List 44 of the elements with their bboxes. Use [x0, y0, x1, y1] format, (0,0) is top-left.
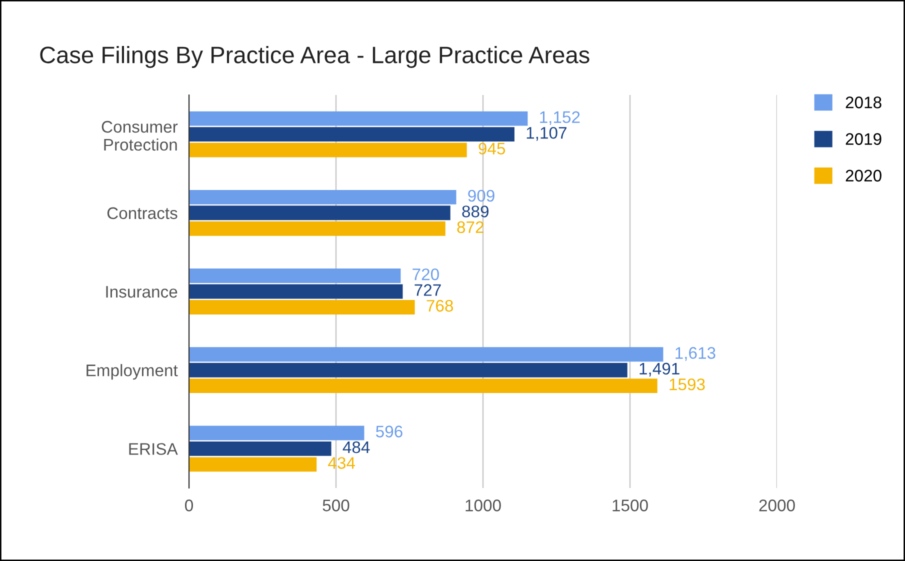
data-label: 727 [414, 284, 441, 296]
data-label: 484 [342, 441, 370, 454]
bar [189, 284, 403, 299]
legend-label: 2018 [846, 96, 882, 108]
y-tick-label: Insurance [106, 286, 178, 298]
bar [189, 206, 450, 220]
data-label: 1,613 [676, 347, 716, 361]
data-label: 945 [478, 142, 506, 154]
bar [189, 190, 456, 204]
data-label: 1,491 [640, 362, 680, 377]
data-label: 596 [376, 426, 402, 438]
data-label: 768 [426, 300, 453, 312]
data-label: 1,107 [526, 126, 566, 141]
bar [189, 347, 664, 362]
bar [189, 378, 658, 394]
bar [189, 268, 401, 284]
bar [189, 111, 528, 126]
data-label: 872 [457, 221, 484, 234]
legend-label: 2020 [846, 170, 882, 182]
y-tick-label: ERISA [129, 443, 178, 455]
bar [189, 457, 317, 472]
bar [189, 362, 628, 378]
chart-title: Case Filings By Practice Area - Large Practice Areas [40, 46, 590, 68]
data-label: 909 [468, 190, 494, 202]
bar [189, 127, 514, 142]
data-label: 1,152 [540, 111, 580, 126]
x-tick-label: 2000 [759, 500, 795, 512]
data-label: 889 [462, 206, 488, 218]
bar [189, 441, 332, 456]
bar [189, 426, 364, 440]
bar [189, 300, 415, 314]
bar [189, 142, 467, 158]
x-tick-label: 500 [322, 500, 350, 512]
data-label: 1593 [670, 378, 705, 390]
legend-label: 2019 [846, 133, 882, 145]
bar [189, 221, 446, 236]
data-label: 434 [328, 457, 356, 469]
x-tick-label: 1500 [612, 500, 648, 512]
data-label: 720 [412, 268, 439, 280]
x-tick-label: 0 [185, 500, 193, 512]
y-tick-label: Contracts [107, 207, 178, 220]
x-tick-label: 1000 [466, 500, 501, 512]
y-tick-label: Consumer Protection [102, 120, 178, 151]
y-tick-label: Employment [86, 364, 178, 380]
